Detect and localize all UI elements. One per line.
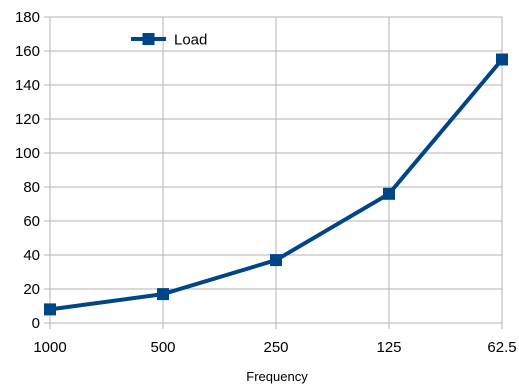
y-tick-label: 60 (23, 213, 40, 230)
y-tick-label: 160 (15, 43, 40, 60)
data-point (496, 53, 508, 66)
x-tick-label: 250 (263, 339, 288, 356)
data-point (383, 187, 395, 200)
x-tick-label: 1000 (33, 339, 66, 356)
y-tick-label: 180 (15, 9, 40, 26)
y-tick-label: 20 (23, 281, 40, 298)
x-tick-labels: 1000 500 250 125 62.5 (33, 339, 516, 356)
y-tick-label: 40 (23, 247, 40, 264)
y-tick-label: 80 (23, 179, 40, 196)
x-tick-label: 125 (376, 339, 401, 356)
data-point (44, 303, 56, 316)
y-tick-label: 0 (32, 315, 40, 332)
y-tick-label: 120 (15, 111, 40, 128)
legend-label-load: Load (174, 32, 207, 49)
data-point (157, 288, 169, 301)
axes (44, 16, 502, 324)
series-load (44, 53, 508, 316)
y-tick-label: 100 (15, 145, 40, 162)
data-point (270, 254, 282, 267)
x-axis-title: Frequency (246, 369, 308, 384)
y-tick-labels: 0 20 40 60 80 100 120 140 160 180 (15, 9, 40, 332)
legend: Load (131, 32, 207, 49)
y-tick-label: 140 (15, 77, 40, 94)
legend-swatch-marker (142, 33, 155, 45)
x-tick-label: 500 (150, 339, 175, 356)
grid-lines (49, 16, 503, 329)
x-tick-label: 62.5 (487, 339, 516, 356)
